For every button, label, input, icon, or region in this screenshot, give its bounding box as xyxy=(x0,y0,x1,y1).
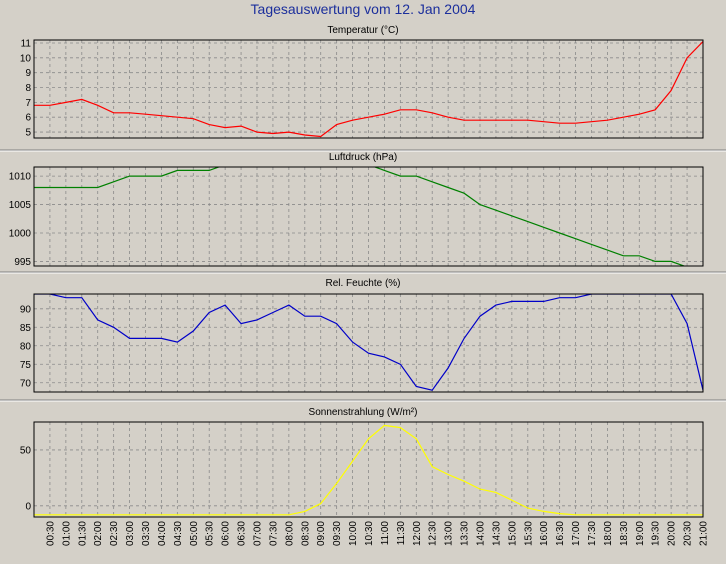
x-tick-label: 13:00 xyxy=(444,521,455,546)
y-tick-label: 8 xyxy=(25,83,31,94)
y-tick-label: 90 xyxy=(20,304,32,315)
series-line xyxy=(34,294,703,391)
x-tick-label: 10:00 xyxy=(348,521,359,546)
plot-border xyxy=(33,166,704,267)
page-title: Tagesauswertung vom 12. Jan 2004 xyxy=(250,1,476,17)
x-tick-label: 06:30 xyxy=(237,521,248,546)
x-tick-label: 03:30 xyxy=(141,521,152,546)
x-tick-label: 12:30 xyxy=(428,521,439,546)
plot-border xyxy=(33,293,704,393)
x-tick-label: 09:00 xyxy=(316,521,327,546)
chart-panel-2: Luftdruck (hPa) 995 1000 1005 1010 xyxy=(9,152,704,268)
y-tick-label: 9 xyxy=(25,68,31,79)
chart-panel-1: Temperatur (°C) 5 6 7 8 9 10 11 xyxy=(20,25,704,139)
y-tick-label: 0 xyxy=(25,501,31,512)
x-tick-label: 01:30 xyxy=(77,521,88,546)
y-tick-label: 11 xyxy=(21,38,32,49)
series-line xyxy=(34,167,686,266)
x-tick-label: 05:00 xyxy=(189,521,200,546)
y-tick-label: 10 xyxy=(20,53,32,64)
series-line xyxy=(34,41,703,138)
y-tick-label: 70 xyxy=(20,378,32,389)
plot-border xyxy=(33,39,704,139)
x-tick-label: 08:00 xyxy=(284,521,295,546)
x-tick-label: 02:30 xyxy=(109,521,120,546)
x-tick-label: 08:30 xyxy=(300,521,311,546)
y-tick-label: 6 xyxy=(25,113,31,124)
panel-title: Temperatur (°C) xyxy=(327,25,398,36)
y-tick-label: 1010 xyxy=(9,172,32,183)
x-tick-label: 11:30 xyxy=(396,521,407,546)
x-tick-label: 18:00 xyxy=(603,521,614,546)
x-tick-label: 19:30 xyxy=(651,521,662,546)
y-tick-label: 80 xyxy=(20,341,32,352)
x-tick-label: 15:00 xyxy=(507,521,518,546)
panel-title: Luftdruck (hPa) xyxy=(329,152,397,163)
x-tick-label: 16:30 xyxy=(555,521,566,546)
x-tick-label: 20:30 xyxy=(683,521,694,546)
x-tick-label: 15:30 xyxy=(523,521,534,546)
x-tick-label: 17:30 xyxy=(587,521,598,546)
y-tick-label: 7 xyxy=(25,98,31,109)
y-tick-label: 75 xyxy=(20,360,32,371)
x-tick-label: 07:00 xyxy=(253,521,264,546)
x-tick-label: 04:30 xyxy=(173,521,184,546)
x-axis: 00:30 01:00 01:30 02:00 02:30 03:00 03:30 04:00… xyxy=(45,521,709,546)
x-tick-label: 00:30 xyxy=(45,521,56,546)
x-tick-label: 03:00 xyxy=(125,521,136,546)
x-tick-label: 07:30 xyxy=(268,521,279,546)
x-tick-label: 05:30 xyxy=(205,521,216,546)
x-tick-label: 13:30 xyxy=(460,521,471,546)
x-tick-label: 12:00 xyxy=(412,521,423,546)
y-tick-label: 1000 xyxy=(9,229,32,240)
chart-panel-4: Sonnenstrahlung (W/m²) 0 50 xyxy=(20,407,704,518)
panel-title: Sonnenstrahlung (W/m²) xyxy=(309,407,418,418)
y-tick-label: 5 xyxy=(25,128,31,139)
x-tick-label: 02:00 xyxy=(93,521,104,546)
x-tick-label: 11:00 xyxy=(380,521,391,546)
x-tick-label: 04:00 xyxy=(157,521,168,546)
y-tick-label: 995 xyxy=(14,257,31,268)
x-tick-label: 21:00 xyxy=(699,521,710,546)
y-tick-label: 50 xyxy=(20,445,32,456)
x-tick-label: 14:00 xyxy=(476,521,487,546)
y-tick-label: 1005 xyxy=(9,200,32,211)
y-tick-label: 85 xyxy=(20,323,32,334)
x-tick-label: 17:00 xyxy=(571,521,582,546)
x-tick-label: 20:00 xyxy=(667,521,678,546)
panel-title: Rel. Feuchte (%) xyxy=(325,278,400,289)
x-tick-label: 14:30 xyxy=(491,521,502,546)
x-tick-label: 10:30 xyxy=(364,521,375,546)
x-tick-label: 16:00 xyxy=(539,521,550,546)
x-tick-label: 18:30 xyxy=(619,521,630,546)
x-tick-label: 09:30 xyxy=(332,521,343,546)
x-tick-label: 06:00 xyxy=(221,521,232,546)
chart-panel-3: Rel. Feuchte (%) 70 75 80 85 90 xyxy=(20,278,704,393)
x-tick-label: 19:00 xyxy=(635,521,646,546)
plot-border xyxy=(33,421,704,518)
x-tick-label: 01:00 xyxy=(61,521,72,546)
series-line xyxy=(34,424,703,516)
